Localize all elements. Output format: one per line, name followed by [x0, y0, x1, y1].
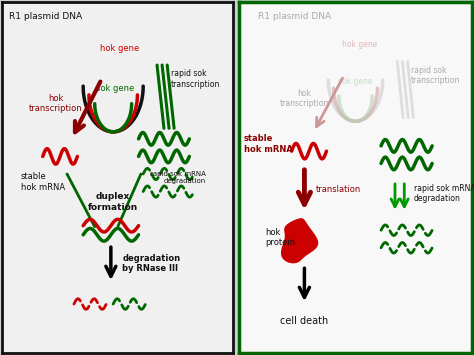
Text: R1 plasmid DNA: R1 plasmid DNA — [9, 12, 82, 21]
Text: hok gene: hok gene — [100, 44, 140, 53]
Text: hok
transcription: hok transcription — [280, 89, 329, 108]
Text: rapid sok
transcription: rapid sok transcription — [171, 69, 220, 89]
Text: hok
protein: hok protein — [265, 228, 295, 247]
Text: rapid sok mRNA
degradation: rapid sok mRNA degradation — [413, 184, 474, 203]
Text: rapid sok mRNA
degradation: rapid sok mRNA degradation — [150, 171, 206, 184]
Text: duplex
formation: duplex formation — [88, 192, 138, 212]
Text: translation: translation — [316, 185, 361, 194]
Text: stable
hok mRNA: stable hok mRNA — [244, 135, 293, 154]
Text: rapid sok
transcription: rapid sok transcription — [411, 66, 461, 85]
Text: hok
transcription: hok transcription — [28, 94, 82, 113]
Text: sok gene: sok gene — [338, 77, 373, 86]
Text: sok gene: sok gene — [96, 84, 135, 93]
Text: stable
hok mRNA: stable hok mRNA — [21, 172, 65, 192]
Text: degradation
by RNase III: degradation by RNase III — [122, 254, 181, 273]
Text: hok gene: hok gene — [342, 40, 378, 49]
Polygon shape — [282, 219, 318, 263]
Text: R1 plasmid DNA: R1 plasmid DNA — [258, 12, 331, 21]
Text: cell death: cell death — [280, 316, 328, 326]
